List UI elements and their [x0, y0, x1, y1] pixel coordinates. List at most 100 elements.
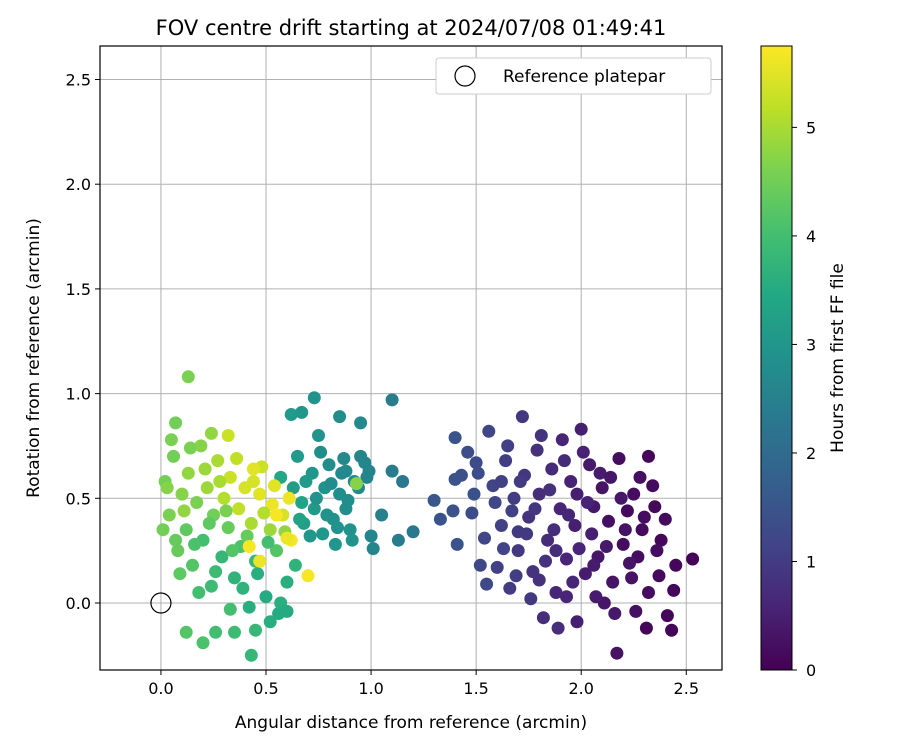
scatter-point [246, 462, 260, 476]
scatter-point [627, 487, 641, 501]
data-points [156, 370, 700, 662]
scatter-point [341, 493, 355, 507]
scatter-point [253, 554, 267, 568]
scatter-point [595, 481, 609, 495]
scatter-point [265, 498, 279, 512]
colorbar-tick-label: 5 [806, 118, 816, 137]
scatter-point [524, 592, 538, 606]
scatter-point [160, 481, 174, 495]
scatter-point [236, 581, 250, 595]
scatter-point [467, 487, 481, 501]
scatter-point [324, 477, 338, 491]
scatter-point [362, 464, 376, 478]
scatter-point [307, 502, 321, 516]
scatter-point [686, 552, 700, 566]
scatter-point [650, 544, 664, 558]
scatter-point [295, 496, 309, 509]
scatter-point [257, 506, 271, 520]
scatter-point [574, 422, 588, 436]
scatter-point [228, 625, 241, 639]
scatter-point [658, 512, 672, 526]
scatter-point [560, 552, 573, 566]
scatter-point [171, 544, 185, 558]
scatter-point [625, 571, 639, 585]
scatter-point [217, 491, 231, 505]
scatter-point [494, 475, 508, 488]
colorbar: 0 1 2 3 4 5 Hours from first FF file [760, 45, 848, 680]
scatter-point [291, 449, 304, 463]
scatter-point [564, 475, 578, 488]
scatter-point [608, 607, 622, 620]
scatter-point [555, 433, 569, 447]
scatter-point [530, 443, 544, 457]
scatter-point [532, 487, 546, 501]
scatter-point [251, 567, 265, 581]
scatter-point [200, 481, 214, 495]
scatter-point [505, 504, 519, 518]
scatter-point [223, 470, 237, 484]
scatter-point [181, 370, 195, 384]
x-tick-label: 0.5 [253, 679, 278, 698]
scatter-point [648, 500, 662, 514]
scatter-point [545, 462, 559, 476]
scatter-point [480, 577, 494, 591]
scatter-point [549, 544, 563, 558]
x-tick-label: 2.5 [674, 679, 699, 698]
scatter-point [322, 458, 336, 472]
scatter-point [246, 475, 260, 488]
scatter-point [406, 525, 420, 539]
scatter-point [448, 472, 462, 486]
scatter-point [242, 540, 256, 553]
legend-marker-icon [454, 65, 476, 87]
scatter-point [385, 464, 399, 478]
x-tick-label: 1.0 [358, 679, 383, 698]
scatter-point [469, 456, 483, 470]
y-tick-label: 1.0 [66, 385, 91, 404]
colorbar-tick-label: 3 [806, 335, 816, 354]
scatter-point [551, 621, 565, 635]
scatter-point [293, 512, 307, 526]
scatter-point [572, 542, 586, 556]
scatter-point [280, 575, 294, 589]
scatter-point [263, 523, 277, 537]
scatter-point [204, 579, 218, 593]
scatter-point [202, 516, 216, 530]
scatter-point [375, 508, 389, 522]
scatter-point [339, 464, 353, 478]
scatter-point [562, 508, 576, 522]
legend-label: Reference platepar [503, 67, 665, 87]
scatter-point [568, 519, 582, 532]
scatter-point [583, 458, 597, 472]
scatter-point [642, 449, 655, 463]
scatter-point [225, 544, 239, 558]
scatter-point [528, 502, 542, 516]
scatter-point [223, 602, 237, 616]
scatter-point [198, 462, 212, 476]
scatter-point [164, 433, 178, 447]
scatter-point [593, 466, 607, 480]
scatter-point [156, 523, 170, 537]
scatter-point [221, 429, 235, 442]
scatter-point [667, 583, 681, 597]
scatter-point [515, 410, 529, 424]
scatter-point [602, 514, 615, 528]
scatter-point [282, 491, 296, 505]
scatter-point [167, 449, 180, 463]
scatter-point [280, 531, 294, 545]
reference-marker [150, 592, 172, 614]
scatter-point [616, 537, 630, 551]
scatter-point [581, 496, 594, 509]
scatter-point [211, 454, 225, 468]
scatter-point [244, 516, 258, 530]
scatter-point [499, 454, 513, 468]
colorbar-label: Hours from first FF file [828, 263, 848, 453]
scatter-point [482, 424, 496, 438]
scatter-point [473, 558, 487, 572]
scatter-point [303, 529, 317, 543]
scatter-point [646, 479, 660, 493]
scatter-point [513, 475, 527, 488]
chart-title: FOV centre drift starting at 2024/07/08 … [156, 16, 667, 40]
y-tick-label: 1.5 [66, 280, 91, 299]
scatter-point [633, 470, 647, 484]
scatter-point [391, 533, 405, 547]
